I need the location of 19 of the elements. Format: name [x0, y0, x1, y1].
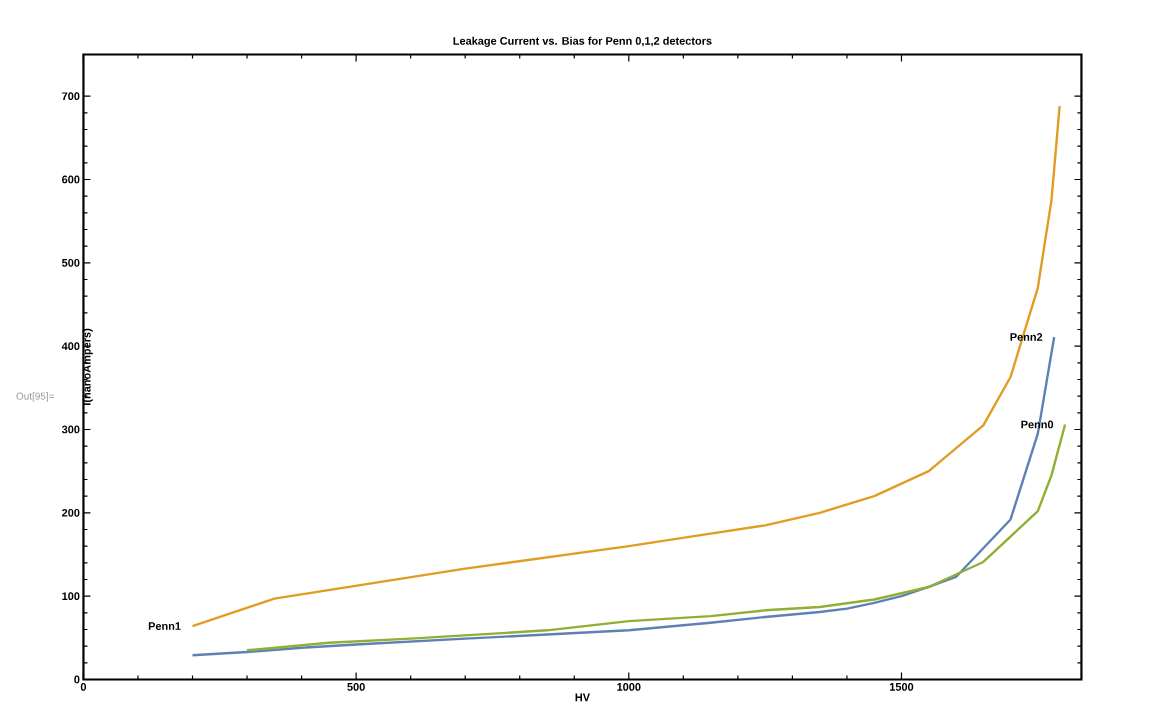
y-tick-label: 300 [61, 425, 80, 434]
y-tick-label: 0 [74, 675, 80, 684]
line-series [191, 104, 1061, 628]
y-tick-label: 200 [62, 508, 80, 517]
y-tick-label: 100 [62, 592, 80, 601]
text: Out[95]= [16, 392, 54, 402]
chart-title: Leakage Current vs. Bias for Penn 0,1,2 detectors [453, 36, 712, 47]
x-axis-title: HV [575, 693, 590, 702]
y-tick-label: 700 [62, 92, 80, 101]
x-tick-label: 1000 [617, 683, 641, 691]
x-tick-label: 500 [347, 683, 365, 691]
y-tick-label: 600 [62, 175, 80, 184]
line-series [191, 335, 1056, 657]
y-tick-label: 400 [61, 342, 80, 351]
annotation: Penn1 [148, 622, 181, 630]
x-tick-label: 0 [80, 683, 87, 691]
x-tick-label: 1500 [889, 683, 914, 691]
y-tick-label: 500 [61, 258, 80, 267]
y-axis-title: I(nanoAmpers) [82, 328, 93, 405]
